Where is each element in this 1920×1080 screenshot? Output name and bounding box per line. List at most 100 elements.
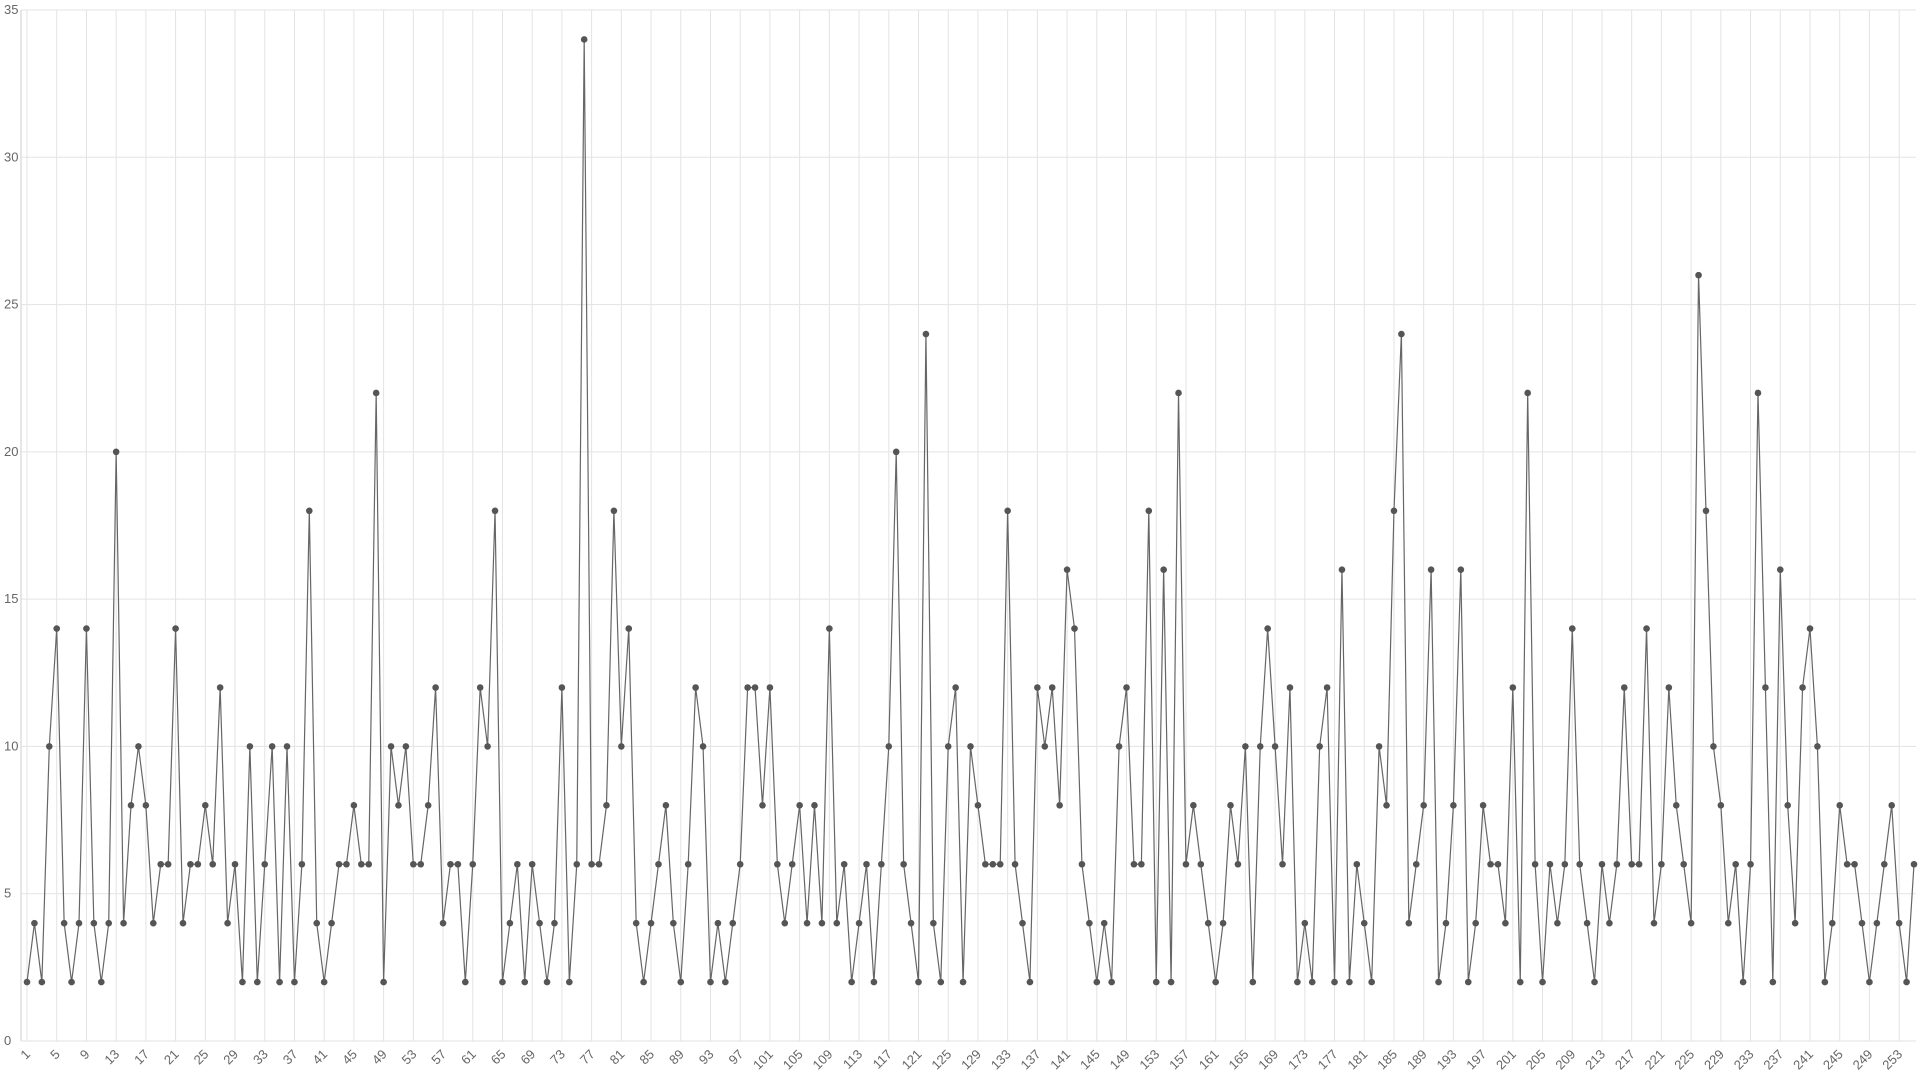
point (818, 919, 826, 927)
point (1821, 978, 1829, 986)
point (1145, 507, 1153, 515)
point (1279, 860, 1286, 868)
point (647, 919, 655, 927)
point (1227, 802, 1234, 809)
point (447, 860, 454, 868)
point (1895, 919, 1903, 927)
x-tick-label: 5 (47, 1047, 63, 1063)
point (1710, 743, 1717, 750)
y-tick-label: 25 (4, 297, 18, 312)
x-tick-label: 221 (1642, 1047, 1668, 1073)
point (120, 919, 127, 927)
point (959, 978, 967, 986)
x-tick-label: 233 (1731, 1047, 1757, 1073)
point (1828, 919, 1836, 927)
x-tick-label: 69 (517, 1047, 538, 1068)
point (833, 919, 841, 927)
point (164, 860, 172, 868)
point (878, 860, 885, 868)
x-tick-label: 153 (1136, 1047, 1162, 1073)
x-tick-label: 105 (780, 1047, 806, 1073)
point (328, 919, 335, 927)
point (83, 625, 90, 632)
point (372, 389, 380, 397)
point (1776, 566, 1784, 573)
x-tick-label: 173 (1285, 1047, 1311, 1073)
point (937, 978, 945, 986)
x-tick-label: 25 (191, 1047, 212, 1068)
point (1383, 802, 1390, 809)
point (855, 919, 863, 927)
point (618, 743, 625, 750)
point (1464, 978, 1472, 986)
point (1762, 684, 1769, 691)
x-tick-label: 133 (988, 1047, 1014, 1073)
x-tick-label: 141 (1047, 1047, 1073, 1073)
point (1687, 919, 1695, 927)
x-tick-label: 229 (1701, 1047, 1727, 1073)
point (989, 860, 997, 868)
x-tick-label: 41 (309, 1047, 330, 1068)
point (900, 860, 907, 868)
point (1680, 860, 1687, 868)
point (1234, 860, 1242, 868)
point (863, 860, 870, 868)
point (566, 978, 573, 986)
x-tick-label: 157 (1166, 1047, 1192, 1073)
x-tick-label: 93 (696, 1047, 717, 1068)
point (135, 743, 142, 750)
point (1546, 860, 1554, 868)
x-tick-label: 113 (840, 1047, 865, 1072)
point (684, 860, 692, 868)
point (536, 919, 543, 927)
y-tick-label: 35 (4, 2, 18, 17)
point (1494, 860, 1502, 868)
x-tick-label: 185 (1374, 1047, 1400, 1073)
point (31, 919, 38, 927)
point (343, 860, 350, 868)
point (907, 919, 915, 927)
point (1398, 330, 1405, 338)
point (892, 448, 900, 456)
point (1190, 802, 1197, 809)
point (1071, 625, 1078, 632)
x-tick-label: 65 (488, 1047, 509, 1068)
x-tick-label: 101 (750, 1047, 776, 1073)
point (1799, 684, 1806, 691)
point (112, 448, 120, 456)
point (662, 802, 670, 809)
x-tick-label: 13 (101, 1047, 122, 1068)
point (1487, 860, 1494, 868)
point (1502, 919, 1509, 927)
point (469, 860, 477, 868)
x-tick-label: 1 (17, 1047, 33, 1063)
x-tick-label: 161 (1196, 1047, 1222, 1073)
point (283, 743, 291, 750)
point (885, 743, 893, 750)
point (127, 802, 135, 809)
point (484, 743, 491, 750)
x-tick-label: 237 (1760, 1047, 1786, 1073)
point (922, 330, 930, 338)
point (870, 978, 878, 986)
x-tick-label: 213 (1582, 1047, 1608, 1073)
point (1331, 978, 1338, 986)
x-tick-label: 205 (1523, 1047, 1549, 1073)
point (1346, 978, 1353, 986)
point (1019, 919, 1026, 927)
point (358, 860, 365, 868)
point (1212, 978, 1219, 986)
point (1375, 743, 1383, 750)
point (1390, 507, 1398, 515)
point (1123, 684, 1130, 691)
point (1910, 860, 1918, 868)
point (1063, 566, 1071, 573)
x-tick-label: 77 (577, 1047, 598, 1068)
point (380, 978, 387, 986)
x-tick-label: 29 (220, 1047, 241, 1068)
point (1672, 802, 1680, 809)
point (974, 802, 982, 809)
x-tick-label: 165 (1226, 1047, 1252, 1073)
x-tick-label: 9 (77, 1047, 93, 1063)
